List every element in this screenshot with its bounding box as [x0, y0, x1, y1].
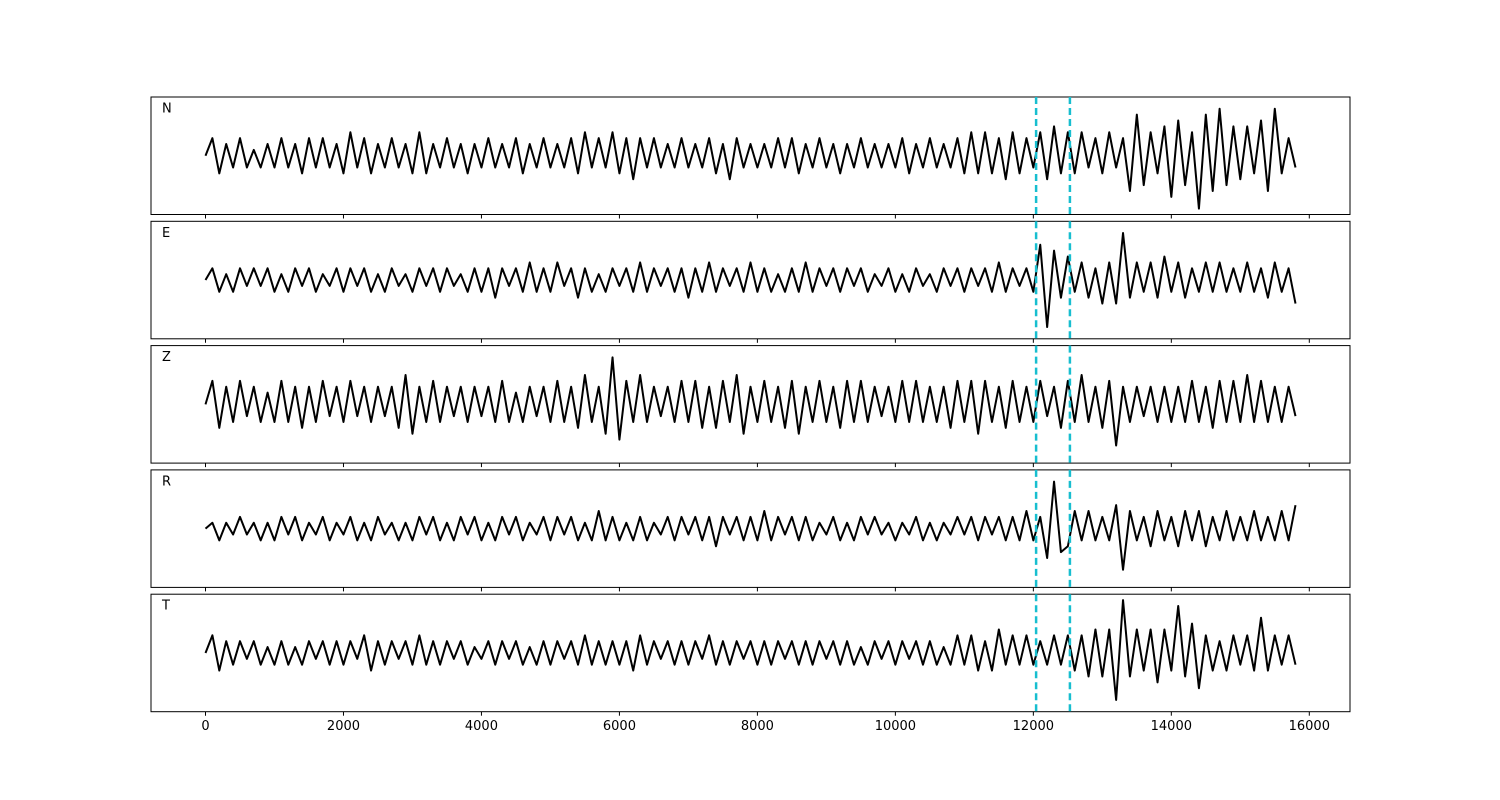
trace: [204, 107, 1297, 210]
panel-label: N: [162, 102, 172, 117]
panel-frame: [150, 469, 1351, 588]
x-tick-label: 4000: [465, 719, 498, 734]
panel-frame: [150, 220, 1351, 340]
panel-frame: [150, 345, 1351, 464]
trace: [204, 480, 1297, 571]
x-tick-label: 2000: [327, 719, 360, 734]
trace: [204, 232, 1297, 329]
x-tick-label: 14000: [1151, 719, 1192, 734]
panel-label: R: [162, 474, 171, 489]
panel-label: T: [161, 599, 170, 614]
x-tick-label: 8000: [741, 719, 774, 734]
trace: [204, 356, 1297, 447]
x-tick-label: 10000: [875, 719, 916, 734]
x-tick-label: 16000: [1289, 719, 1330, 734]
panel-frame: [150, 96, 1351, 215]
x-tick-label: 0: [201, 719, 209, 734]
panel-label: Z: [162, 350, 171, 365]
panel-frame: [150, 593, 1351, 713]
panel-label: E: [162, 226, 170, 241]
trace: [204, 599, 1297, 701]
x-tick-label: 12000: [1013, 719, 1054, 734]
x-tick-label: 6000: [603, 719, 636, 734]
